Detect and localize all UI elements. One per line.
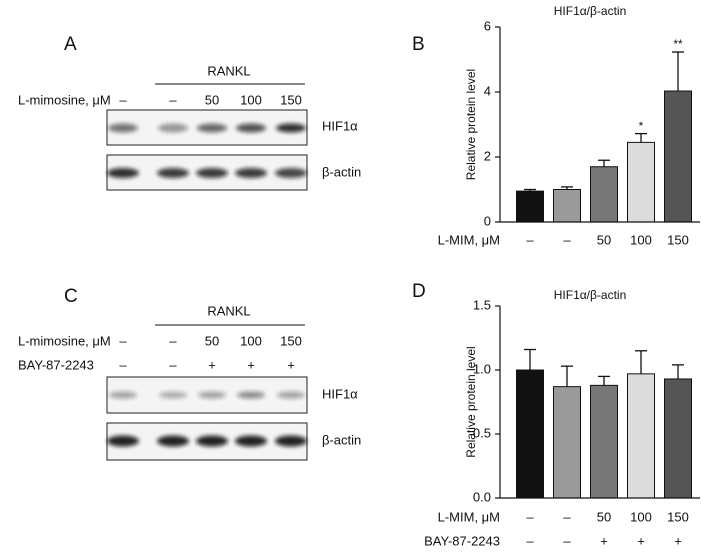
x-tick-label: 150 [667,509,689,524]
panel-letter: D [412,281,426,302]
group-label: RANKL [207,303,250,318]
bar [516,369,544,499]
band [236,123,266,133]
band [108,123,138,133]
lane-label: – [169,333,177,348]
bar [590,166,618,223]
significance: ** [673,37,683,51]
x-tick-label: – [526,533,534,548]
protein-label: HIF1α [322,386,358,401]
x-tick-label: + [674,533,682,548]
protein-label: β-actin [322,432,361,447]
lane-label: + [287,357,295,372]
band [275,168,307,178]
x-tick-label: + [600,533,608,548]
band [237,391,265,399]
bar [627,141,655,223]
row-label: L-mimosine, μM [18,333,111,348]
band [107,168,139,178]
bar [627,373,655,499]
lane-label: + [208,357,216,372]
band [197,123,227,133]
band [198,391,226,399]
band [235,435,267,447]
bar [664,378,692,499]
y-tick-label: 2 [484,148,491,163]
panel-letter: A [64,34,77,55]
x-tick-label: 50 [597,232,611,247]
lane-label: – [119,357,127,372]
lane-label: 50 [205,333,219,348]
x-tick-label: 50 [597,509,611,524]
x-tick-label: 100 [630,509,652,524]
row-label: BAY-87-2243 [18,357,94,372]
band [107,435,139,447]
y-tick-label: 0.5 [473,425,491,440]
significance: * [639,119,644,133]
y-tick-label: 1.0 [473,361,491,376]
chart-title: HIF1α/β-actin [554,4,627,18]
bar [590,384,618,499]
lane-label: 100 [240,333,262,348]
protein-label: β-actin [322,164,361,179]
x-tick-label: – [526,509,534,524]
lane-label: – [119,333,127,348]
lane-label: + [247,357,255,372]
bar [516,190,544,223]
x-tick-label: 150 [667,232,689,247]
y-tick-label: 1.5 [473,297,491,312]
bands [107,123,307,447]
band [235,168,267,178]
lane-label: 150 [280,92,302,107]
y-axis-label: Relative protein level [464,346,478,457]
panel-letter: C [64,286,78,307]
band [276,123,306,133]
x-tick-label: – [563,533,571,548]
x-row-label: L-MIM, μM [438,509,500,524]
lane-label: 100 [240,92,262,107]
x-tick-label: – [563,509,571,524]
chart-title: HIF1α/β-actin [554,288,627,302]
y-tick-label: 4 [484,83,491,98]
protein-label: HIF1α [322,118,358,133]
lane-label: – [169,357,177,372]
x-row-label: L-MIM, μM [438,232,500,247]
x-tick-label: + [637,533,645,548]
band [157,168,189,178]
y-axis-label: Relative protein level [464,69,478,180]
panel-letter: B [412,34,425,55]
y-tick-label: 6 [484,18,491,33]
band [196,168,228,178]
x-tick-label: 100 [630,232,652,247]
band [157,435,189,447]
x-tick-label: – [526,232,534,247]
band [158,123,188,133]
x-tick-label: – [563,232,571,247]
band [109,391,137,399]
band [277,391,305,399]
band [196,435,228,447]
lane-label: 50 [205,92,219,107]
bar [664,90,692,223]
y-tick-label: 0 [484,213,491,228]
group-label: RANKL [207,63,250,78]
y-tick-label: 0.0 [473,489,491,504]
band [159,391,187,399]
bar [553,189,581,223]
lane-label: – [169,92,177,107]
lane-label: 150 [280,333,302,348]
bar [553,386,581,499]
x-row-label: BAY-87-2243 [424,533,500,548]
row-label: L-mimosine, μM [18,92,111,107]
lane-label: – [119,92,127,107]
band [275,435,307,447]
